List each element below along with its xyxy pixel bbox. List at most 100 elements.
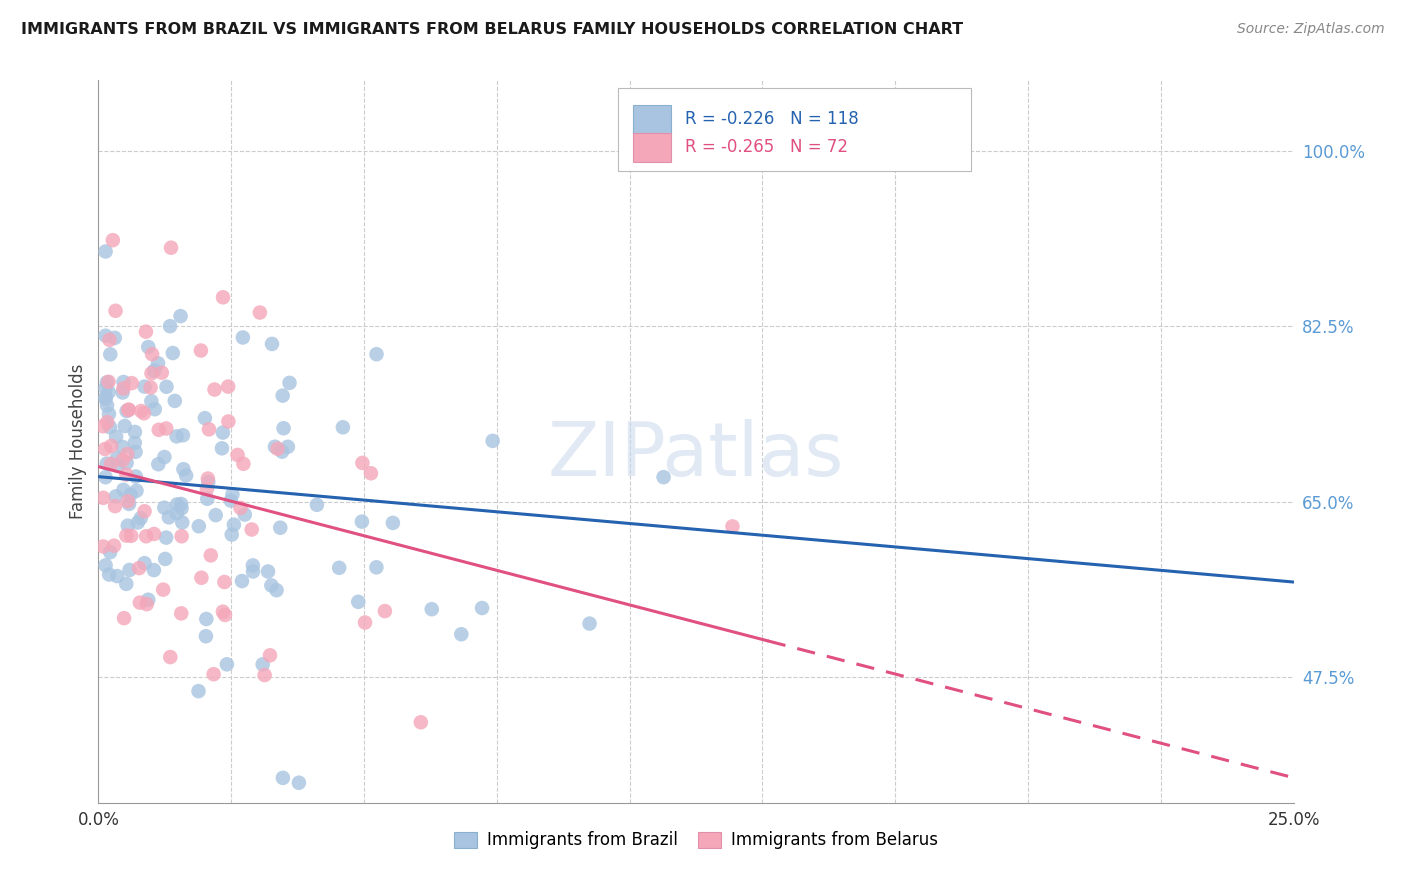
Point bbox=[94, 381, 117, 395]
Point bbox=[107, 458, 129, 473]
Point bbox=[157, 510, 180, 524]
Point bbox=[115, 456, 138, 470]
Point bbox=[98, 347, 121, 361]
Point bbox=[204, 508, 226, 523]
Point bbox=[264, 440, 287, 454]
Point bbox=[233, 508, 256, 522]
Point bbox=[163, 393, 186, 408]
Point bbox=[170, 529, 193, 543]
Point bbox=[332, 420, 354, 434]
Point bbox=[232, 330, 254, 344]
Point bbox=[128, 561, 150, 575]
Point bbox=[100, 457, 122, 471]
Point bbox=[215, 657, 238, 672]
Point bbox=[142, 563, 165, 577]
Point bbox=[96, 415, 118, 429]
Point bbox=[111, 453, 134, 467]
Point bbox=[97, 385, 120, 400]
Point bbox=[94, 442, 117, 456]
Point bbox=[115, 528, 138, 542]
Point bbox=[366, 347, 388, 361]
Point bbox=[232, 457, 254, 471]
Point bbox=[134, 379, 156, 393]
Point bbox=[129, 404, 152, 418]
Point bbox=[128, 596, 150, 610]
Point bbox=[94, 328, 117, 343]
Point bbox=[721, 519, 744, 533]
Point bbox=[120, 488, 142, 502]
Point bbox=[195, 612, 218, 626]
Point bbox=[146, 356, 169, 370]
Point bbox=[148, 423, 170, 437]
Point bbox=[124, 425, 146, 439]
Point bbox=[135, 529, 157, 543]
Point bbox=[121, 376, 143, 391]
Point bbox=[195, 482, 218, 496]
Point bbox=[253, 668, 276, 682]
Point bbox=[94, 390, 117, 404]
Point bbox=[240, 523, 263, 537]
Point bbox=[172, 462, 194, 476]
Point bbox=[125, 483, 148, 498]
Point bbox=[94, 244, 117, 259]
Point bbox=[162, 346, 184, 360]
Point bbox=[117, 447, 139, 461]
Point bbox=[115, 404, 138, 418]
Point bbox=[221, 527, 243, 541]
Point bbox=[450, 627, 472, 641]
Point bbox=[278, 376, 301, 390]
Point bbox=[249, 305, 271, 319]
Text: R = -0.226   N = 118: R = -0.226 N = 118 bbox=[685, 110, 859, 128]
Point bbox=[214, 574, 236, 589]
Point bbox=[136, 592, 159, 607]
Point bbox=[271, 771, 294, 785]
Point bbox=[217, 379, 239, 393]
Point bbox=[103, 539, 125, 553]
Point bbox=[212, 605, 235, 619]
Point bbox=[129, 511, 152, 525]
Point bbox=[153, 450, 176, 464]
Point bbox=[152, 582, 174, 597]
Point bbox=[194, 629, 217, 643]
Point bbox=[242, 565, 264, 579]
Point bbox=[100, 439, 122, 453]
Point bbox=[260, 578, 283, 592]
Point bbox=[174, 468, 197, 483]
Point bbox=[94, 392, 117, 406]
Point bbox=[105, 569, 128, 583]
Point bbox=[120, 529, 142, 543]
Point bbox=[153, 552, 176, 566]
Point bbox=[105, 451, 128, 466]
Point bbox=[117, 518, 139, 533]
Point bbox=[366, 560, 388, 574]
Point bbox=[143, 364, 166, 378]
Point bbox=[141, 366, 163, 380]
Point bbox=[124, 445, 146, 459]
Point bbox=[96, 376, 118, 390]
Point bbox=[266, 583, 288, 598]
Text: Source: ZipAtlas.com: Source: ZipAtlas.com bbox=[1237, 22, 1385, 37]
Point bbox=[198, 422, 221, 436]
Point bbox=[166, 497, 188, 511]
Point bbox=[374, 604, 396, 618]
Point bbox=[170, 501, 193, 516]
Point bbox=[197, 475, 219, 489]
Point bbox=[112, 381, 135, 395]
Point bbox=[222, 517, 245, 532]
Point bbox=[212, 425, 235, 440]
Point bbox=[197, 471, 219, 485]
Point bbox=[202, 667, 225, 681]
Point bbox=[170, 497, 193, 511]
Point bbox=[97, 375, 120, 389]
Point bbox=[94, 470, 117, 484]
Point bbox=[190, 343, 212, 358]
Point bbox=[118, 563, 141, 577]
Point bbox=[471, 601, 494, 615]
Text: ZIPatlas: ZIPatlas bbox=[548, 419, 844, 492]
Point bbox=[111, 385, 134, 400]
Point bbox=[159, 319, 181, 334]
Point bbox=[124, 436, 146, 450]
Point bbox=[98, 420, 121, 434]
Point bbox=[288, 776, 311, 790]
Point bbox=[172, 516, 194, 530]
